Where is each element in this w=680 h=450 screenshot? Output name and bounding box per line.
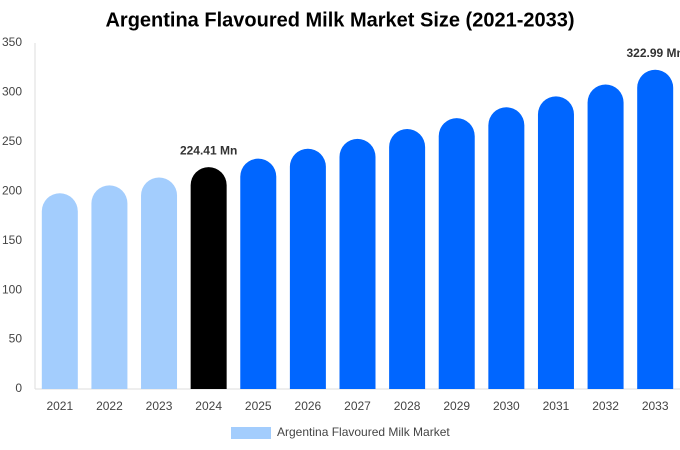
bar [339, 138, 376, 389]
x-tick-label: 2029 [443, 399, 470, 413]
x-tick-label: 2024 [195, 399, 222, 413]
y-tick-label: 0 [15, 381, 22, 395]
bar [537, 96, 574, 389]
bar [289, 148, 326, 389]
legend-swatch [231, 427, 271, 439]
x-tick-label: 2026 [295, 399, 322, 413]
y-tick-label: 100 [2, 282, 22, 296]
bar [438, 118, 475, 389]
x-tick-label: 2025 [245, 399, 272, 413]
data-label: 224.41 Mn [180, 143, 237, 157]
bar [41, 193, 78, 389]
x-tick-label: 2033 [642, 399, 669, 413]
bar [488, 107, 525, 390]
y-tick-label: 350 [2, 35, 22, 49]
x-tick-label: 2022 [96, 399, 123, 413]
x-tick-label: 2023 [146, 399, 173, 413]
y-tick-label: 250 [2, 134, 22, 148]
x-tick-label: 2031 [543, 399, 570, 413]
x-tick-label: 2027 [344, 399, 371, 413]
x-tick-label: 2030 [493, 399, 520, 413]
data-label: 322.99 Mn [627, 46, 680, 60]
x-tick-label: 2032 [592, 399, 619, 413]
y-tick-label: 200 [2, 183, 22, 197]
legend-label: Argentina Flavoured Milk Market [277, 425, 450, 439]
bar [389, 129, 426, 389]
y-tick-label: 150 [2, 233, 22, 247]
x-tick-label: 2021 [46, 399, 73, 413]
bar [141, 177, 178, 389]
bar [587, 84, 624, 390]
y-tick-label: 50 [9, 332, 23, 346]
bar [91, 185, 128, 389]
bar [637, 69, 674, 389]
bar [240, 158, 277, 389]
chart-title: Argentina Flavoured Milk Market Size (20… [105, 9, 574, 31]
y-tick-label: 300 [2, 85, 22, 99]
bar [190, 167, 227, 389]
x-tick-label: 2028 [394, 399, 421, 413]
